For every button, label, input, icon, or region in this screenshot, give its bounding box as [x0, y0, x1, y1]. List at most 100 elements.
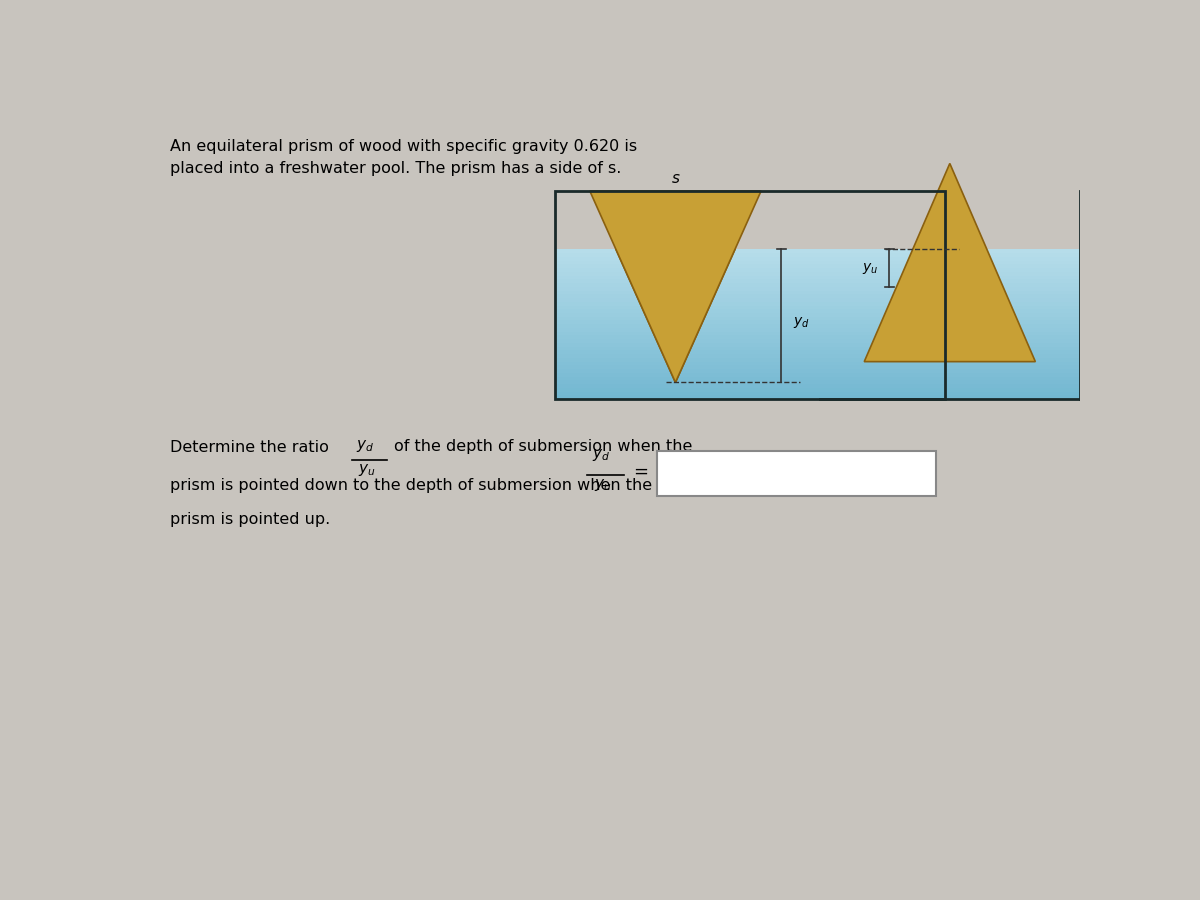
Bar: [820, 376, 1080, 381]
Bar: [554, 324, 946, 328]
Bar: [554, 261, 946, 265]
Bar: [820, 261, 1080, 265]
Bar: [820, 328, 1080, 332]
Bar: [554, 320, 946, 324]
Bar: [820, 395, 1080, 399]
Bar: [820, 272, 1080, 275]
Bar: [820, 324, 1080, 328]
Bar: [554, 249, 946, 253]
Bar: [820, 381, 1080, 384]
Bar: [554, 332, 946, 336]
Bar: [554, 339, 946, 343]
Bar: [820, 253, 1080, 256]
Bar: [554, 279, 946, 284]
Text: $y_d$: $y_d$: [356, 438, 374, 454]
Bar: [554, 275, 946, 279]
Bar: [820, 365, 1080, 369]
Polygon shape: [590, 191, 761, 382]
Bar: [554, 287, 946, 291]
Bar: [554, 305, 946, 310]
Bar: [820, 358, 1080, 362]
Bar: [554, 373, 946, 376]
Bar: [554, 376, 946, 381]
Bar: [820, 317, 1080, 320]
Bar: [554, 317, 946, 320]
Bar: [554, 381, 946, 384]
Bar: [820, 362, 1080, 365]
Bar: [820, 343, 1080, 346]
Bar: [554, 256, 946, 261]
Bar: [820, 388, 1080, 392]
Bar: [820, 339, 1080, 343]
Bar: [554, 362, 946, 365]
Bar: [820, 384, 1080, 388]
Bar: [554, 268, 946, 272]
Bar: [820, 291, 1080, 294]
Bar: [554, 336, 946, 339]
Bar: [820, 392, 1080, 395]
Text: of the depth of submersion when the: of the depth of submersion when the: [394, 439, 692, 454]
Bar: [554, 395, 946, 399]
Bar: [554, 346, 946, 350]
Bar: [820, 268, 1080, 272]
Bar: [554, 343, 946, 346]
Bar: [820, 313, 1080, 317]
Bar: [554, 369, 946, 373]
Bar: [820, 287, 1080, 291]
Text: $y_d$: $y_d$: [793, 315, 810, 330]
Bar: [554, 350, 946, 355]
Text: Determine the ratio: Determine the ratio: [170, 439, 329, 454]
Bar: [820, 265, 1080, 268]
Bar: [820, 355, 1080, 358]
Bar: [820, 346, 1080, 350]
Bar: [820, 336, 1080, 339]
Bar: [554, 328, 946, 332]
Bar: [820, 256, 1080, 261]
Bar: [554, 294, 946, 298]
Text: =: =: [634, 463, 649, 481]
Bar: [554, 298, 946, 302]
Bar: [554, 392, 946, 395]
Bar: [554, 384, 946, 388]
Text: $y_u$: $y_u$: [862, 261, 878, 276]
Bar: [554, 272, 946, 275]
Bar: [554, 358, 946, 362]
Bar: [554, 310, 946, 313]
Bar: [554, 191, 946, 249]
Bar: [554, 313, 946, 317]
Text: prism is pointed up.: prism is pointed up.: [170, 512, 331, 527]
Bar: [820, 305, 1080, 310]
Text: $y_d$: $y_d$: [592, 446, 610, 463]
Bar: [554, 365, 946, 369]
Bar: [554, 284, 946, 287]
Bar: [554, 302, 946, 305]
Bar: [554, 388, 946, 392]
Text: prism is pointed down to the depth of submersion when the: prism is pointed down to the depth of su…: [170, 478, 653, 492]
Text: $y_u$: $y_u$: [359, 462, 376, 478]
Bar: [554, 191, 770, 249]
Bar: [820, 249, 1080, 253]
Text: $y_u$: $y_u$: [594, 477, 611, 493]
Bar: [820, 350, 1080, 355]
Bar: [820, 373, 1080, 376]
Bar: [820, 275, 1080, 279]
Polygon shape: [590, 191, 761, 382]
Bar: [820, 369, 1080, 373]
Bar: [554, 355, 946, 358]
Bar: [554, 291, 946, 294]
Bar: [554, 253, 946, 256]
Bar: [820, 279, 1080, 284]
Bar: [820, 310, 1080, 313]
Bar: [820, 302, 1080, 305]
Bar: [656, 451, 936, 496]
Bar: [554, 265, 946, 268]
Bar: [820, 332, 1080, 336]
Bar: [820, 284, 1080, 287]
Bar: [820, 320, 1080, 324]
Text: An equilateral prism of wood with specific gravity 0.620 is: An equilateral prism of wood with specif…: [170, 140, 637, 154]
Bar: [820, 294, 1080, 298]
Text: placed into a freshwater pool. The prism has a side of s.: placed into a freshwater pool. The prism…: [170, 161, 622, 176]
Bar: [820, 298, 1080, 302]
Polygon shape: [864, 164, 1036, 362]
Bar: [554, 191, 946, 399]
